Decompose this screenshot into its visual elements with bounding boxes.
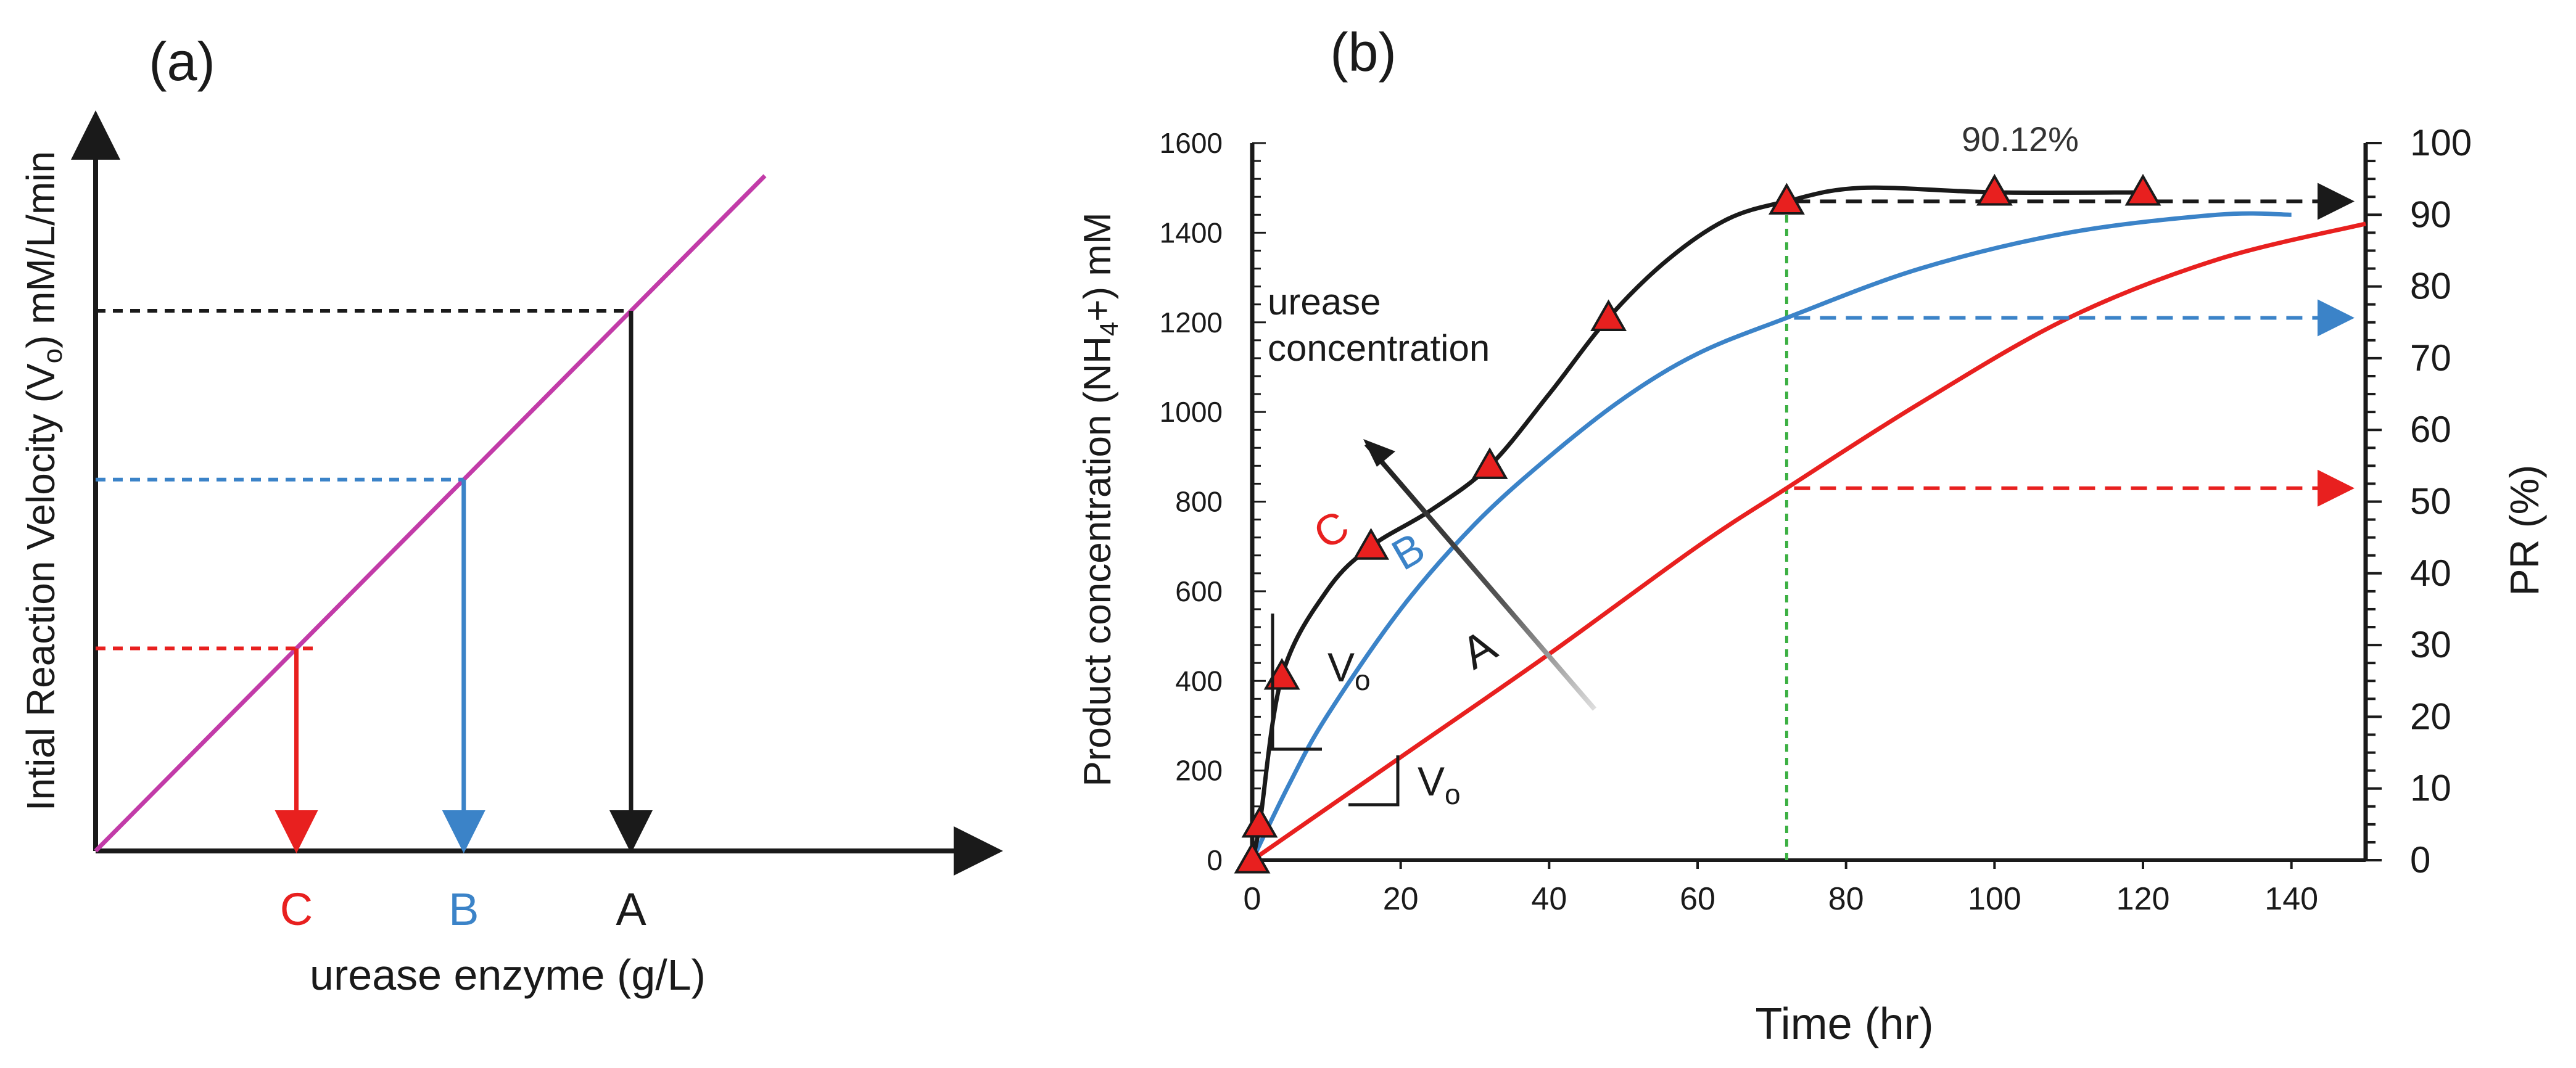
panel-a-label: (a) [149, 31, 215, 92]
b-y-tick-label: 0 [1207, 844, 1223, 876]
a-point-c: C [96, 646, 318, 935]
b-y2-tick-label: 0 [2410, 839, 2430, 881]
a-x-axis-label: urease enzyme (g/L) [310, 951, 706, 999]
b-x-tick-label: 80 [1828, 881, 1864, 917]
a-b-label: B [448, 884, 479, 935]
b-y2-tick-label: 90 [2410, 194, 2451, 235]
b-y2-axis-label: PR (%) [2501, 465, 2547, 596]
b-triangle-marker [1471, 447, 1508, 479]
b-triangle-marker [1263, 657, 1300, 690]
b-y2-tick-label: 20 [2410, 696, 2451, 737]
a-enzyme-line [94, 174, 767, 853]
b-x-tick-label: 60 [1680, 881, 1715, 917]
b-series-a-line [1251, 221, 2366, 862]
a-c-label: C [280, 884, 313, 935]
b-arrow-text-line2: concentration [1268, 327, 1490, 369]
a-point-b: B [96, 477, 485, 935]
b-y-tick-label: 1200 [1160, 306, 1223, 339]
b-y-tick-label: 200 [1175, 755, 1223, 787]
b-y2-tick-label: 10 [2410, 768, 2451, 809]
b-y-axis-label: Product concentration (NH4+) mM [1076, 212, 1123, 786]
b-concentration-arrow [1364, 442, 1597, 711]
b-y2-tick-label: 100 [2410, 122, 2472, 163]
b-triangle-marker [1241, 805, 1278, 838]
b-concentration-arrowhead [1363, 439, 1395, 467]
b-y2-tick-label: 70 [2410, 337, 2451, 379]
b-markers [1234, 173, 2161, 874]
b-x-tick-label: 20 [1383, 881, 1419, 917]
b-y-tick-label: 800 [1175, 486, 1223, 518]
b-x-tick-label: 140 [2264, 881, 2318, 917]
panel-a: (a) Intial Reaction Velocity (Vo) mM/L/m… [19, 31, 1003, 999]
a-y-axis-label: Intial Reaction Velocity (Vo) mM/L/min [19, 151, 68, 811]
b-y-tick-label: 1600 [1160, 127, 1223, 159]
b-v0-label-a: Vo [1418, 758, 1461, 810]
b-y2-tick-label: 60 [2410, 409, 2451, 450]
b-arrow-text-line1: urease [1268, 281, 1381, 322]
b-x-ticks: 0 20 40 60 80 100 120 140 [1244, 860, 2318, 917]
b-x-tick-label: 100 [1968, 881, 2021, 917]
b-label-c: C [1306, 501, 1357, 559]
b-x-axis-label: Time (hr) [1755, 1000, 1933, 1049]
b-v0-triangle-c [1271, 614, 1322, 751]
b-x-tick-label: 40 [1531, 881, 1567, 917]
b-y-tick-label: 1000 [1160, 396, 1223, 428]
b-y2-tick-label: 30 [2410, 624, 2451, 665]
b-series-b-line [1250, 211, 2292, 861]
b-y-tick-label: 400 [1175, 665, 1223, 697]
b-v0-triangle-a [1348, 755, 1400, 807]
b-triangle-marker [1353, 528, 1389, 560]
b-triangle-marker [1590, 299, 1627, 331]
b-x-tick-label: 0 [1244, 881, 1261, 917]
b-triangle-marker [1234, 841, 1271, 874]
b-y-tick-label: 1400 [1160, 216, 1223, 249]
b-y-ticks: 0 200 400 600 800 1000 1200 1400 1600 [1160, 127, 1266, 876]
b-y2-ticks: 0 10 20 30 40 50 60 70 80 90 100 [2366, 122, 2472, 881]
b-y-tick-label: 600 [1175, 575, 1223, 607]
b-label-a: A [1453, 619, 1505, 679]
b-y2-tick-label: 50 [2410, 481, 2451, 522]
panel-b: (b) 0 20 40 60 80 100 120 140 02004006008001000… [1076, 22, 2547, 1049]
b-y2-tick-label: 40 [2410, 552, 2451, 594]
b-triangle-marker [1768, 183, 1805, 215]
panel-b-label: (b) [1330, 22, 1397, 83]
b-v0-label-c: Vo [1327, 644, 1371, 696]
b-series-c-line [1250, 185, 2144, 861]
b-x-tick-label: 120 [2116, 881, 2170, 917]
a-point-a: A [96, 309, 653, 935]
a-a-label: A [616, 884, 646, 935]
b-triangle-marker [2124, 173, 2161, 206]
b-triangle-marker [1976, 173, 2013, 206]
b-y2-tick-label: 80 [2410, 266, 2451, 307]
b-percent-label: 90.12% [1962, 120, 2079, 158]
